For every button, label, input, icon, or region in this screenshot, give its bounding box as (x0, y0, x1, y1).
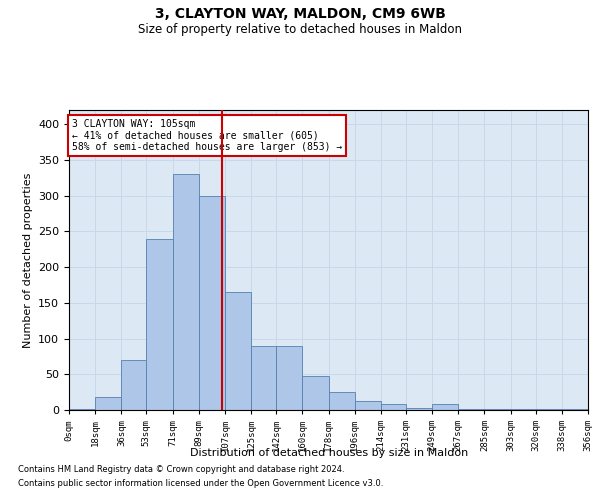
Text: Size of property relative to detached houses in Maldon: Size of property relative to detached ho… (138, 22, 462, 36)
Bar (381, 404, 406, 410)
Bar (95, 397, 121, 410)
Bar (121, 360, 146, 410)
Text: Contains HM Land Registry data © Crown copyright and database right 2024.: Contains HM Land Registry data © Crown c… (18, 466, 344, 474)
Bar (458, 408, 484, 410)
Text: Contains public sector information licensed under the Open Government Licence v3: Contains public sector information licen… (18, 479, 383, 488)
Bar (225, 292, 251, 410)
Y-axis label: Number of detached properties: Number of detached properties (23, 172, 32, 348)
Text: 3, CLAYTON WAY, MALDON, CM9 6WB: 3, CLAYTON WAY, MALDON, CM9 6WB (155, 8, 445, 22)
Bar (276, 346, 302, 410)
Bar (536, 408, 562, 410)
Text: 3 CLAYTON WAY: 105sqm
← 41% of detached houses are smaller (605)
58% of semi-det: 3 CLAYTON WAY: 105sqm ← 41% of detached … (72, 118, 342, 152)
Bar (69, 408, 95, 410)
Bar (355, 402, 381, 410)
Bar (302, 376, 329, 410)
Bar (484, 408, 511, 410)
Bar (406, 408, 432, 410)
Bar (432, 404, 458, 410)
Bar (173, 174, 199, 410)
Bar (199, 196, 225, 410)
Bar (251, 346, 276, 410)
Bar (146, 238, 173, 410)
Bar (329, 392, 355, 410)
Text: Distribution of detached houses by size in Maldon: Distribution of detached houses by size … (190, 448, 468, 458)
